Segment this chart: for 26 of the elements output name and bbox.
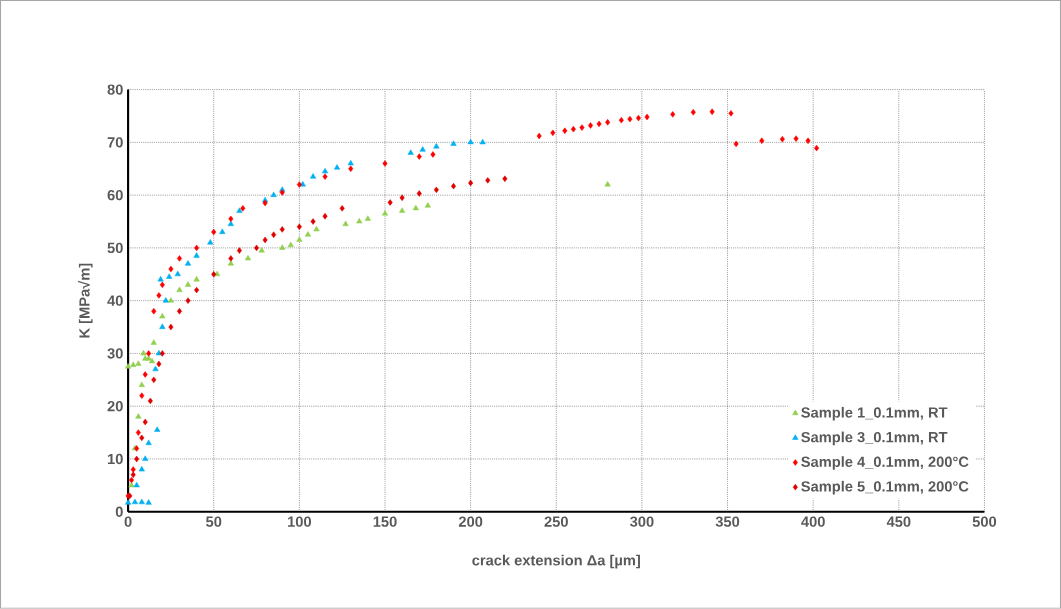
x-tick-label: 450 xyxy=(886,516,911,527)
x-tick-label: 100 xyxy=(288,516,311,527)
x-tick-label: 50 xyxy=(206,516,222,527)
x-tick-label: 250 xyxy=(544,516,568,527)
x-tick-label: 350 xyxy=(715,516,740,527)
y-axis-title: K [MPa√m] xyxy=(77,263,93,338)
x-tick-label: 0 xyxy=(124,516,132,527)
y-tick-label: 30 xyxy=(107,348,123,359)
x-tick-label: 150 xyxy=(373,516,397,527)
x-tick-label: 400 xyxy=(801,516,825,527)
y-tick-label: 20 xyxy=(107,401,123,412)
y-tick-label: 40 xyxy=(107,295,123,306)
legend-label: Sample 5_0.1mm, 200°C xyxy=(801,480,969,495)
y-tick-label: 50 xyxy=(107,242,123,254)
x-axis-title: crack extension Δa [µm] xyxy=(472,554,640,569)
y-tick-label: 10 xyxy=(107,453,123,465)
legend-label: Sample 3_0.1mm, RT xyxy=(801,431,948,446)
legend-label: Sample 4_0.1mm, 200°C xyxy=(801,456,969,470)
y-tick-label: 70 xyxy=(107,137,123,148)
x-tick-label: 200 xyxy=(458,516,483,527)
y-tick-label: 80 xyxy=(107,84,123,95)
y-tick-label: 0 xyxy=(115,506,123,518)
y-tick-label: 60 xyxy=(107,190,123,201)
x-tick-label: 500 xyxy=(972,516,997,527)
x-tick-label: 300 xyxy=(630,516,654,527)
legend-label: Sample 1_0.1mm, RT xyxy=(801,407,948,421)
